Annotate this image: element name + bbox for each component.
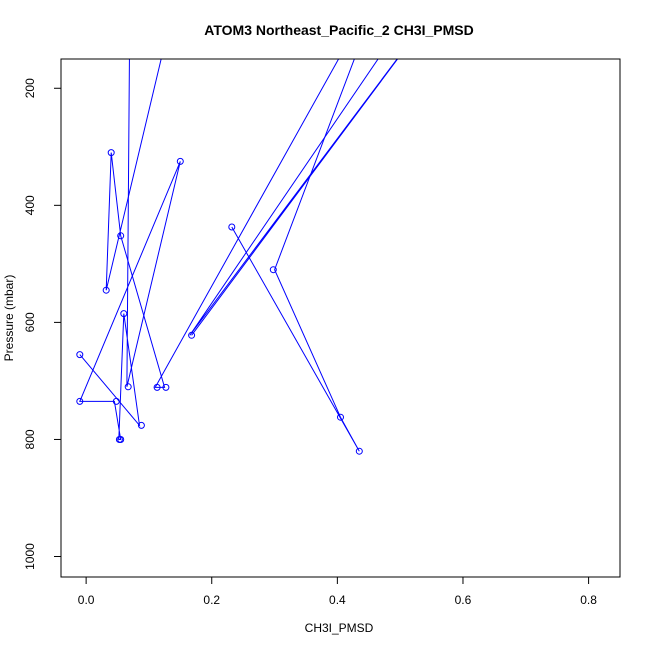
y-tick-label: 800 xyxy=(23,429,37,449)
x-axis-label: CH3I_PMSD xyxy=(305,621,374,635)
data-point xyxy=(117,232,125,240)
series-line-3 xyxy=(189,59,399,336)
x-tick-label: 0.2 xyxy=(203,593,220,607)
x-axis: 0.0 0.2 0.4 0.6 0.8 xyxy=(78,576,597,607)
y-tick-label: 600 xyxy=(23,312,37,332)
data-point xyxy=(76,397,84,405)
data-point xyxy=(76,351,84,359)
data-point xyxy=(188,331,196,339)
data-point xyxy=(162,383,170,391)
data-point xyxy=(337,413,344,421)
y-axis: 200 400 600 800 1000 xyxy=(23,78,62,570)
x-tick-label: 0.4 xyxy=(329,593,346,607)
series-lines xyxy=(79,59,399,452)
data-point xyxy=(112,397,120,405)
data-point xyxy=(269,266,277,274)
data-point xyxy=(102,286,110,294)
data-point xyxy=(228,223,236,231)
data-point xyxy=(117,436,125,443)
series-line-1 xyxy=(105,59,360,452)
data-point xyxy=(124,383,132,391)
data-point xyxy=(153,383,161,391)
y-tick-label: 200 xyxy=(23,78,37,98)
data-point xyxy=(137,421,145,429)
chart-title: ATOM3 Northeast_Pacific_2 CH3I_PMSD xyxy=(204,22,473,38)
y-tick-label: 400 xyxy=(23,195,37,215)
x-tick-label: 0.6 xyxy=(455,593,472,607)
x-tick-label: 0.0 xyxy=(78,593,95,607)
y-axis-label: Pressure (mbar) xyxy=(2,275,16,362)
data-point xyxy=(176,157,184,165)
data-point xyxy=(107,149,115,157)
y-tick-label: 1000 xyxy=(23,543,37,570)
data-point xyxy=(355,447,363,455)
x-tick-label: 0.8 xyxy=(580,593,597,607)
series-line-2 xyxy=(79,59,181,440)
point-markers xyxy=(76,149,363,455)
data-point xyxy=(120,310,128,318)
